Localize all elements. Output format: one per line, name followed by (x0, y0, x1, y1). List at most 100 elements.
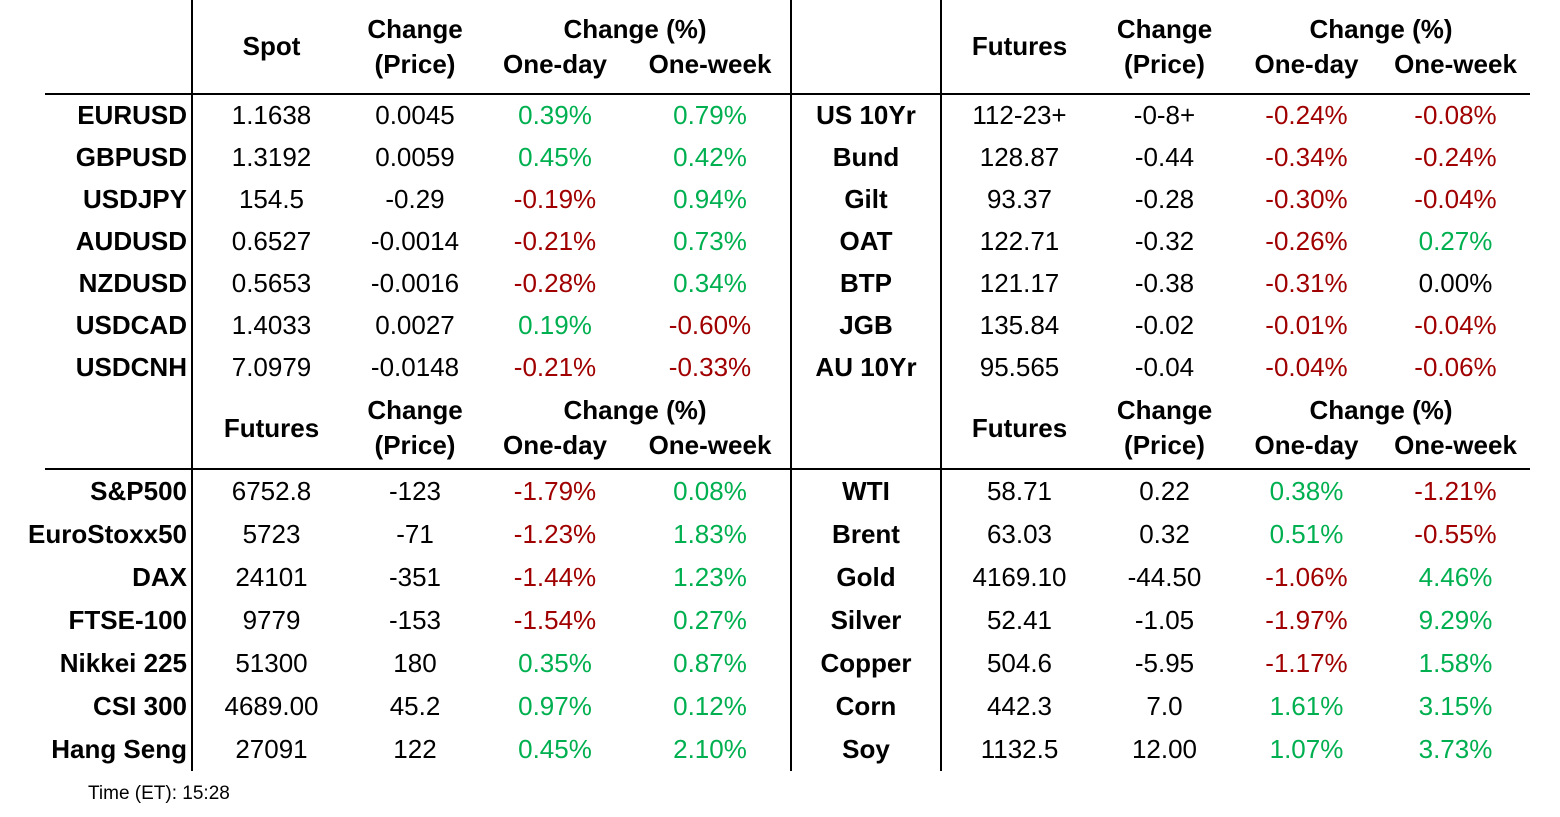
one-day-cell: -0.21% (513, 351, 597, 382)
table-row: EuroStoxx50 5723 -71 -1.23% 1.83% (28, 513, 790, 556)
one-week-cell: 0.87% (673, 648, 747, 678)
table-row: Soy 1132.5 12.00 1.07% 3.73% (792, 728, 1530, 771)
change-cell: -0.0016 (370, 267, 460, 298)
table-row: OAT 122.71 -0.32 -0.26% 0.27% (792, 220, 1530, 263)
change-cell: 0.22 (1139, 476, 1190, 506)
table-row: Brent 63.03 0.32 0.51% -0.55% (792, 513, 1530, 556)
one-week-cell: -0.55% (1414, 519, 1497, 549)
row-label: BTP (792, 262, 942, 305)
row-label: Silver (792, 599, 942, 642)
price-cell: 27091 (235, 734, 308, 764)
row-label: EuroStoxx50 (28, 513, 193, 556)
one-week-header: One-week (648, 48, 772, 79)
one-week-cell: 1.58% (1418, 648, 1493, 678)
one-week-cell: 9.29% (1418, 605, 1493, 635)
change-price-header-line1: Change (367, 13, 463, 44)
price-cell: 51300 (235, 648, 308, 678)
one-day-cell: 1.07% (1269, 734, 1344, 764)
one-week-cell: -0.04% (1414, 309, 1497, 340)
change-cell: -0.0148 (370, 351, 460, 382)
change-cell: -351 (388, 562, 442, 592)
one-day-cell: -1.54% (513, 605, 597, 635)
one-day-cell: 0.19% (518, 309, 592, 340)
price-cell: 5723 (242, 519, 301, 549)
one-day-cell: -1.97% (1265, 605, 1348, 635)
one-day-cell: -1.23% (513, 519, 597, 549)
change-cell: -0.32 (1134, 225, 1195, 256)
bond-futures-table: Futures Change (Price) Change (%) One-da… (790, 0, 1530, 388)
table-row: EURUSD 1.1638 0.0045 0.39% 0.79% (45, 95, 790, 137)
row-label: EURUSD (45, 95, 193, 137)
table-row: Corn 442.3 7.0 1.61% 3.15% (792, 685, 1530, 728)
one-day-cell: 0.45% (518, 734, 592, 764)
one-week-cell: -0.04% (1414, 184, 1497, 215)
one-week-cell: -0.24% (1414, 142, 1497, 173)
one-week-cell: 0.73% (673, 225, 747, 256)
change-cell: -0.04 (1134, 351, 1195, 382)
table-row: FTSE-100 9779 -153 -1.54% 0.27% (45, 599, 790, 642)
table-row: S&P500 6752.8 -123 -1.79% 0.08% (45, 470, 790, 513)
price-cell: 1.4033 (231, 309, 312, 340)
equity-futures-table: Futures Change (Price) Change (%) One-da… (28, 388, 790, 771)
one-week-cell: 0.00% (1418, 267, 1493, 298)
table-row: WTI 58.71 0.22 0.38% -1.21% (792, 470, 1530, 513)
price-header: Spot (242, 31, 301, 61)
change-cell: 45.2 (389, 691, 441, 721)
table-row: US 10Yr 112-23+ -0-8+ -0.24% -0.08% (792, 95, 1530, 137)
change-price-header-line2: (Price) (374, 430, 456, 460)
change-price-header-line1: Change (1116, 13, 1213, 44)
one-day-cell: 0.97% (518, 691, 592, 721)
one-day-header: One-day (1254, 430, 1359, 460)
table-row: Gilt 93.37 -0.28 -0.30% -0.04% (792, 178, 1530, 221)
row-label: Soy (792, 728, 942, 771)
row-label: NZDUSD (45, 262, 193, 305)
change-cell: -5.95 (1134, 648, 1195, 678)
one-day-header: One-day (1254, 48, 1359, 79)
row-label: Gold (792, 556, 942, 599)
table-header: Spot Change (Price) Change (%) One-day O… (45, 0, 790, 95)
price-cell: 6752.8 (231, 476, 312, 506)
table-header: Futures Change (Price) Change (%) One-da… (792, 388, 1530, 470)
change-cell: -0.28 (1134, 184, 1195, 215)
one-day-cell: 0.51% (1269, 519, 1344, 549)
one-week-cell: 0.08% (673, 476, 747, 506)
change-cell: -0.29 (385, 184, 445, 215)
change-cell: 7.0 (1146, 691, 1183, 721)
table-row: JGB 135.84 -0.02 -0.01% -0.04% (792, 304, 1530, 347)
table-row: DAX 24101 -351 -1.44% 1.23% (45, 556, 790, 599)
row-label: CSI 300 (45, 685, 193, 728)
table-body: S&P500 6752.8 -123 -1.79% 0.08% EuroStoxx50 57… (28, 470, 790, 771)
one-day-cell: -0.04% (1265, 351, 1348, 382)
table-row: AUDUSD 0.6527 -0.0014 -0.21% 0.73% (45, 220, 790, 263)
change-cell: -0.02 (1134, 309, 1195, 340)
one-week-header: One-week (1394, 430, 1517, 460)
row-label: Hang Seng (45, 728, 193, 771)
price-cell: 1.1638 (231, 100, 312, 131)
row-label: AU 10Yr (792, 346, 942, 388)
change-cell: 0.0059 (375, 142, 455, 173)
price-cell: 121.17 (979, 267, 1060, 298)
change-pct-header: Change (%) (563, 13, 707, 44)
price-cell: 7.0979 (231, 351, 312, 382)
price-header: Futures (971, 31, 1068, 61)
table-row: CSI 300 4689.00 45.2 0.97% 0.12% (45, 685, 790, 728)
change-cell: -0.38 (1134, 267, 1195, 298)
one-week-cell: 3.15% (1418, 691, 1493, 721)
time-label: Time (ET): 15:28 (88, 783, 230, 804)
row-label: S&P500 (45, 470, 193, 513)
change-cell: -0.0014 (370, 225, 460, 256)
change-cell: 180 (393, 648, 437, 678)
row-label: JGB (792, 304, 942, 347)
table-row: GBPUSD 1.3192 0.0059 0.45% 0.42% (45, 136, 790, 179)
one-day-cell: -1.44% (513, 562, 597, 592)
one-day-cell: -0.26% (1265, 225, 1348, 256)
table-row: Nikkei 225 51300 180 0.35% 0.87% (45, 642, 790, 685)
row-label: FTSE-100 (45, 599, 193, 642)
table-row: BTP 121.17 -0.38 -0.31% 0.00% (792, 262, 1530, 305)
price-header: Futures (223, 412, 320, 443)
change-cell: -71 (396, 519, 434, 549)
one-day-cell: -0.21% (513, 225, 597, 256)
one-day-cell: 0.45% (518, 142, 592, 173)
price-cell: 4169.10 (972, 562, 1067, 592)
price-header: Futures (971, 412, 1068, 443)
